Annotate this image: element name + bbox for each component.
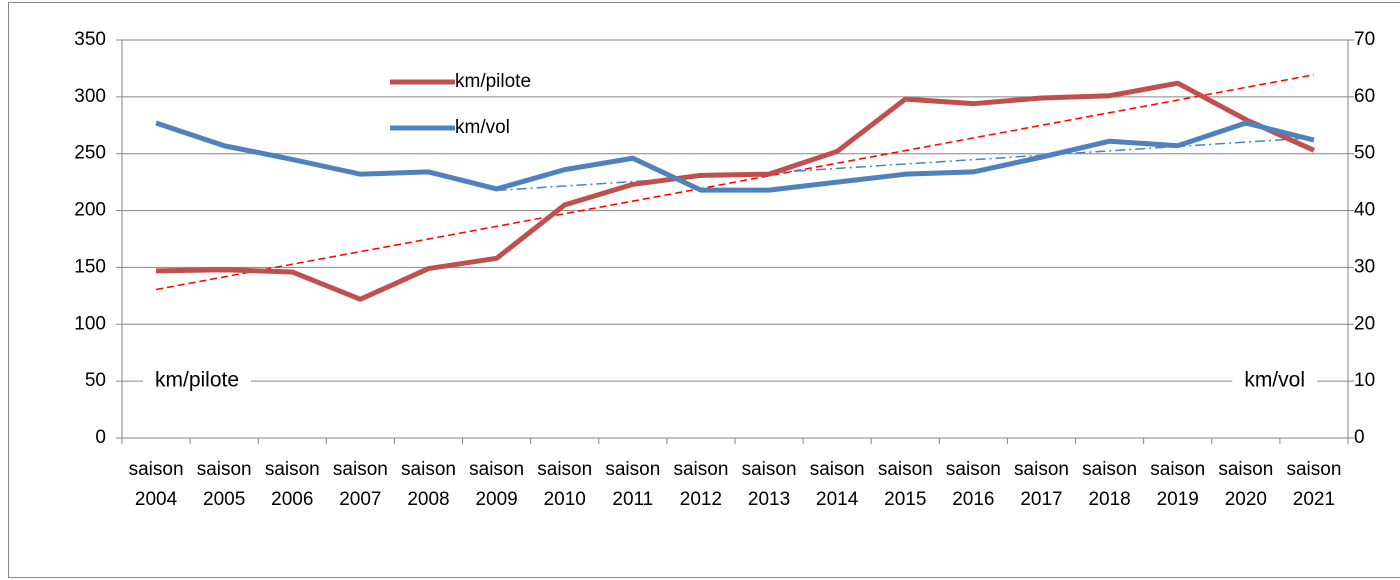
y2-tick-label: 40 (1354, 200, 1375, 221)
chart-frame (8, 2, 1400, 578)
y2-tick-label: 30 (1354, 256, 1375, 277)
y2-tick-label: 60 (1354, 86, 1375, 107)
x-tick-label: saison 2016 (946, 459, 1001, 510)
x-tick-label: saison 2017 (1014, 459, 1069, 510)
y2-tick-label: 0 (1354, 427, 1365, 448)
y-tick-label: 200 (74, 200, 106, 221)
x-tick-label: saison 2006 (265, 459, 320, 510)
x-tick-label: saison 2012 (673, 459, 728, 510)
x-tick-label: saison 2008 (401, 459, 456, 510)
x-tick-label: saison 2004 (129, 459, 184, 510)
trendline (155, 74, 1315, 291)
series-line (155, 120, 1315, 193)
y-tick-label: 0 (95, 427, 106, 448)
legend-label: km/pilote (455, 71, 531, 92)
x-tick-label: saison 2013 (742, 459, 797, 510)
x-tick-label: saison 2019 (1150, 459, 1205, 510)
y-tick-label: 50 (85, 370, 106, 391)
x-tick-label: saison 2015 (878, 459, 933, 510)
y-tick-label: 250 (74, 143, 106, 164)
annotation-bg (1232, 362, 1317, 398)
y-tick-label: 300 (74, 86, 106, 107)
x-tick-label: saison 2018 (1082, 459, 1137, 510)
x-tick-label: saison 2007 (333, 459, 388, 510)
x-tick-label: saison 2010 (537, 459, 592, 510)
y2-tick-label: 70 (1354, 29, 1375, 50)
y-tick-label: 100 (74, 313, 106, 334)
x-tick-label: saison 2020 (1218, 459, 1273, 510)
x-tick-label: saison 2009 (469, 459, 524, 510)
y-tick-label: 350 (74, 29, 106, 50)
y2-tick-label: 20 (1354, 313, 1375, 334)
y2-tick-label: 50 (1354, 143, 1375, 164)
annotation-bg (143, 362, 252, 398)
legend-label: km/vol (455, 117, 510, 138)
x-tick-label: saison 2011 (605, 459, 660, 510)
y-tick-label: 150 (74, 256, 106, 277)
x-tick-label: saison 2021 (1286, 459, 1341, 510)
x-tick-label: saison 2014 (810, 459, 865, 510)
y2-tick-label: 10 (1354, 370, 1375, 391)
annotation: km/pilote (155, 369, 239, 392)
series-line (156, 80, 1315, 302)
x-tick-label: saison 2005 (197, 459, 252, 510)
annotation: km/vol (1244, 369, 1305, 392)
